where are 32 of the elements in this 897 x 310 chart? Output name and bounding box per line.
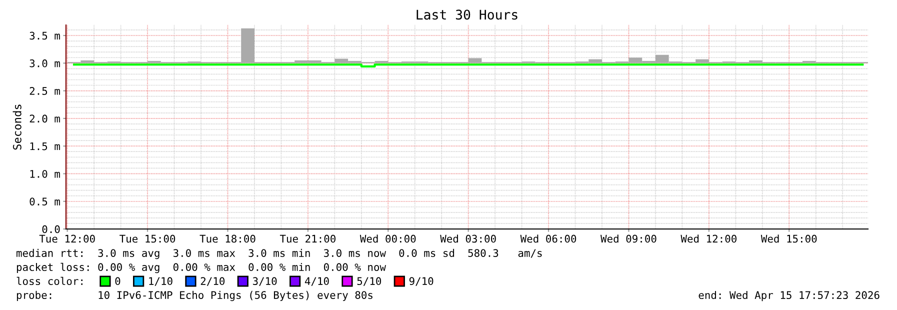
y-tick-label: 0.0: [42, 225, 60, 234]
legend-label: 0: [115, 277, 120, 286]
y-tick-label: 1.0 m: [30, 170, 60, 178]
text: probe: 10 IPv6-ICMP Echo Pings (56 Bytes) every 80s: [16, 290, 372, 302]
legend-label: 3/10: [252, 277, 277, 286]
text: packet loss: 0.00 % avg 0.00 % max 0.00 % min 0.00 % now: [16, 262, 386, 274]
x-tick-label: Tue 18:00: [200, 234, 256, 243]
legend-label: 9/10: [409, 277, 434, 286]
text: end: Wed Apr 15 17:57:23 2026: [698, 290, 880, 302]
legend-label: 4/10: [304, 277, 329, 286]
y-tick-label: 2.5 m: [30, 87, 60, 95]
x-tick-label: Wed 12:00: [680, 234, 736, 243]
chart-title: Last 30 Hours: [416, 10, 518, 20]
x-tick-label: Wed 15:00: [760, 234, 817, 243]
x-tick-label: Tue 15:00: [120, 234, 176, 243]
y-tick-label: 0.5 m: [30, 198, 60, 206]
x-tick-label: Wed 09:00: [600, 234, 656, 243]
text: median rtt: 3.0 ms avg 3.0 ms max 3.0 ms min 3.0 ms now 0.0 ms sd 580.3 am/s: [16, 248, 542, 260]
y-tick-label: 1.5 m: [30, 142, 60, 150]
legend-label: 2/10: [200, 277, 225, 286]
x-tick-label: Wed 03:00: [440, 234, 496, 243]
legend-label: 5/10: [357, 277, 382, 286]
x-tick-label: Tue 12:00: [39, 234, 95, 243]
legend-title: loss color:: [16, 276, 82, 286]
x-tick-label: Wed 06:00: [520, 234, 576, 243]
x-tick-label: Wed 00:00: [360, 234, 416, 243]
y-axis-title: Seconds: [12, 104, 22, 150]
y-tick-label: 3.0 m: [30, 59, 60, 68]
x-tick-label: Tue 21:00: [280, 234, 336, 243]
legend-label: 1/10: [149, 277, 172, 286]
y-tick-label: 3.5 m: [30, 32, 60, 40]
y-tick-label: 2.0 m: [30, 114, 60, 123]
